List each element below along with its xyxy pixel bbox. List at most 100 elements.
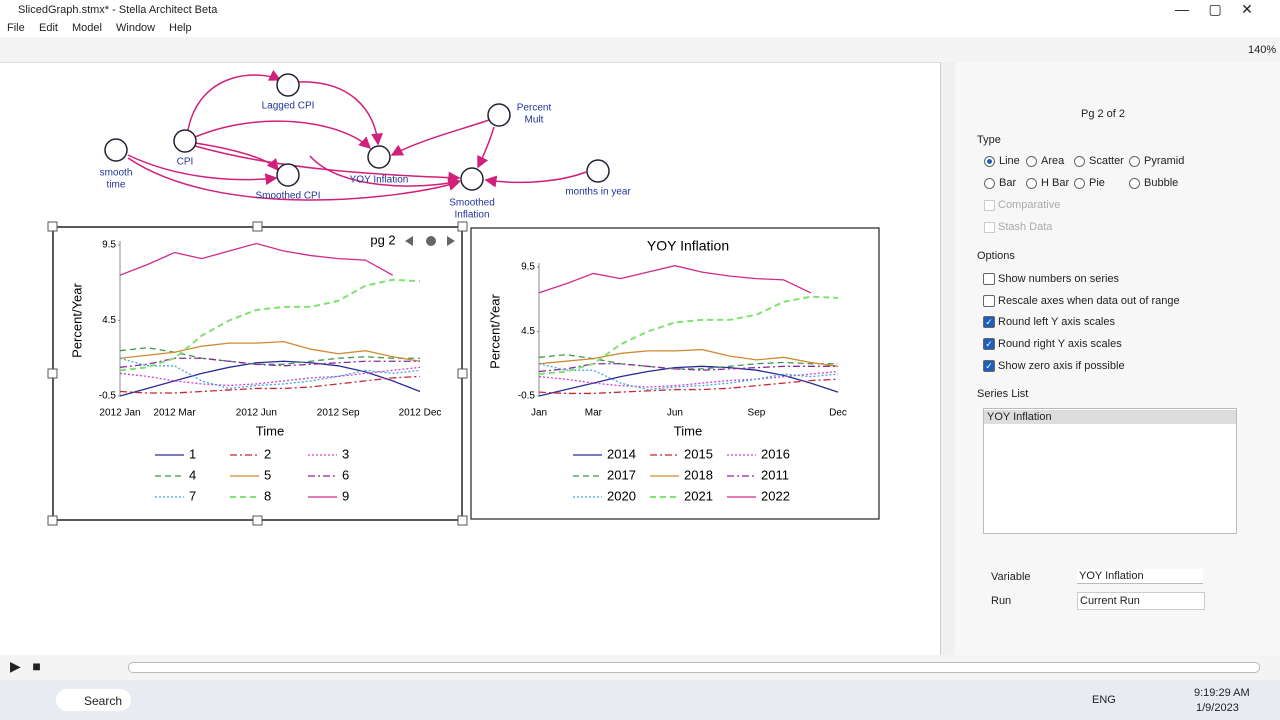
radio[interactable]	[1026, 156, 1037, 167]
legend-label: 3	[342, 446, 349, 461]
field-label: Variable	[991, 571, 1031, 583]
run-controls[interactable]: ▶ ■	[10, 658, 41, 674]
checkbox[interactable]: ✓	[983, 338, 995, 351]
x-tick-label: 2012 Sep	[317, 408, 360, 419]
legend-label: 2017	[607, 467, 636, 482]
checkbox-label[interactable]: Round left Y axis scales	[998, 316, 1115, 329]
converter	[586, 159, 610, 183]
radio[interactable]	[1074, 178, 1085, 189]
checkbox-label[interactable]: Show numbers on series	[998, 273, 1120, 285]
window-title: SlicedGraph.stmx* - Stella Architect Bet…	[18, 4, 218, 16]
checkbox-label[interactable]: Round right Y axis scales	[998, 338, 1122, 351]
node-label: Inflation	[454, 210, 489, 221]
series-line	[119, 375, 421, 394]
checkbox-label: Stash Data	[998, 221, 1053, 233]
radio-label[interactable]: Bubble	[1144, 177, 1179, 189]
series-line	[538, 378, 839, 395]
y-axis-label: Percent/Year	[69, 282, 84, 357]
legend-label: 2018	[684, 467, 713, 482]
radio[interactable]	[1026, 178, 1037, 189]
series-line	[538, 365, 839, 397]
splitter[interactable]	[940, 62, 955, 655]
series-line	[119, 360, 421, 397]
radio[interactable]	[1129, 156, 1140, 167]
x-tick-label: 2012 Dec	[399, 408, 442, 419]
y-tick-label: 4.5	[521, 326, 535, 337]
series-line	[538, 265, 812, 294]
y-tick-label: -0.5	[518, 391, 536, 402]
page-dot[interactable]	[426, 236, 436, 246]
field-label: Run	[991, 595, 1012, 607]
radio[interactable]	[1129, 178, 1140, 189]
series-line	[119, 340, 421, 362]
y-tick-label: 9.5	[521, 262, 535, 273]
node-label: Mult	[525, 115, 544, 126]
checkbox[interactable]	[983, 294, 995, 307]
radio-label[interactable]: Area	[1041, 155, 1065, 167]
checkbox	[984, 200, 995, 211]
page-label: pg 2	[370, 232, 395, 247]
node-label: CPI	[177, 157, 194, 168]
legend-label: 8	[264, 488, 271, 503]
legend-label: 2015	[684, 446, 713, 461]
radio-label[interactable]: Pyramid	[1144, 155, 1185, 167]
node-label: Smoothed	[449, 198, 495, 209]
legend-label: 7	[189, 488, 196, 503]
checkbox[interactable]: ✓	[983, 359, 995, 372]
variable-field[interactable]: YOY Inflation	[1077, 569, 1203, 584]
checkbox[interactable]: ✓	[983, 316, 995, 329]
checkbox-label[interactable]: Rescale axes when data out of range	[998, 294, 1180, 307]
menu-item[interactable]: File	[7, 22, 25, 34]
radio-label[interactable]: H Bar	[1041, 177, 1070, 189]
x-tick-label: 2012 Jan	[99, 408, 140, 419]
node-label: YOY Inflation	[350, 175, 409, 186]
legend-label: 6	[342, 467, 349, 482]
menu-item[interactable]: Help	[169, 22, 192, 34]
clock-date[interactable]: 1/9/2023	[1196, 702, 1239, 714]
search-box[interactable]	[56, 689, 131, 711]
radio[interactable]	[984, 156, 995, 167]
menu-item[interactable]: Window	[116, 22, 156, 34]
radio-label[interactable]: Pie	[1089, 177, 1105, 189]
radio-label[interactable]: Scatter	[1089, 155, 1124, 167]
menu-item[interactable]: Model	[72, 22, 102, 34]
legend-label: 2016	[761, 446, 790, 461]
y-tick-label: 4.5	[102, 315, 116, 326]
search-text[interactable]: Search	[84, 694, 123, 708]
series-line	[119, 278, 421, 372]
x-axis-label: Time	[674, 423, 702, 438]
radio[interactable]	[984, 178, 995, 189]
window-controls[interactable]: — ▢ ✕	[1175, 1, 1253, 17]
language[interactable]: ENG	[1092, 694, 1116, 706]
legend-label: 9	[342, 488, 349, 503]
menu-item[interactable]: Edit	[39, 22, 58, 34]
run-select[interactable]: Current Run	[1077, 592, 1205, 610]
series-line	[119, 347, 420, 365]
legend-label: 2022	[761, 488, 790, 503]
series-line	[119, 242, 394, 276]
time-slider[interactable]	[128, 662, 1260, 673]
checkbox[interactable]	[983, 273, 995, 285]
node-label: Lagged CPI	[262, 101, 315, 112]
checkbox-label: Comparative	[998, 199, 1061, 211]
series-list	[983, 408, 1237, 534]
converter	[104, 138, 128, 162]
node-label: Percent	[517, 103, 552, 114]
radio-label[interactable]: Bar	[999, 177, 1017, 189]
series-line	[538, 348, 839, 367]
legend-label: 2021	[684, 488, 713, 503]
converter	[173, 129, 197, 153]
series-line	[538, 295, 839, 376]
legend-label: 4	[189, 467, 196, 482]
series-item[interactable]: YOY Inflation	[984, 410, 1236, 424]
clock-time[interactable]: 9:19:29 AM	[1194, 687, 1250, 699]
x-tick-label: Dec	[829, 408, 847, 419]
radio[interactable]	[1074, 156, 1085, 167]
y-tick-label: -0.5	[99, 391, 117, 402]
zoom[interactable]: 140%	[1248, 44, 1277, 56]
series-line	[119, 357, 421, 390]
radio-label[interactable]: Line	[999, 155, 1020, 167]
section-heading: Type	[977, 134, 1001, 146]
checkbox-label[interactable]: Show zero axis if possible	[998, 359, 1125, 372]
